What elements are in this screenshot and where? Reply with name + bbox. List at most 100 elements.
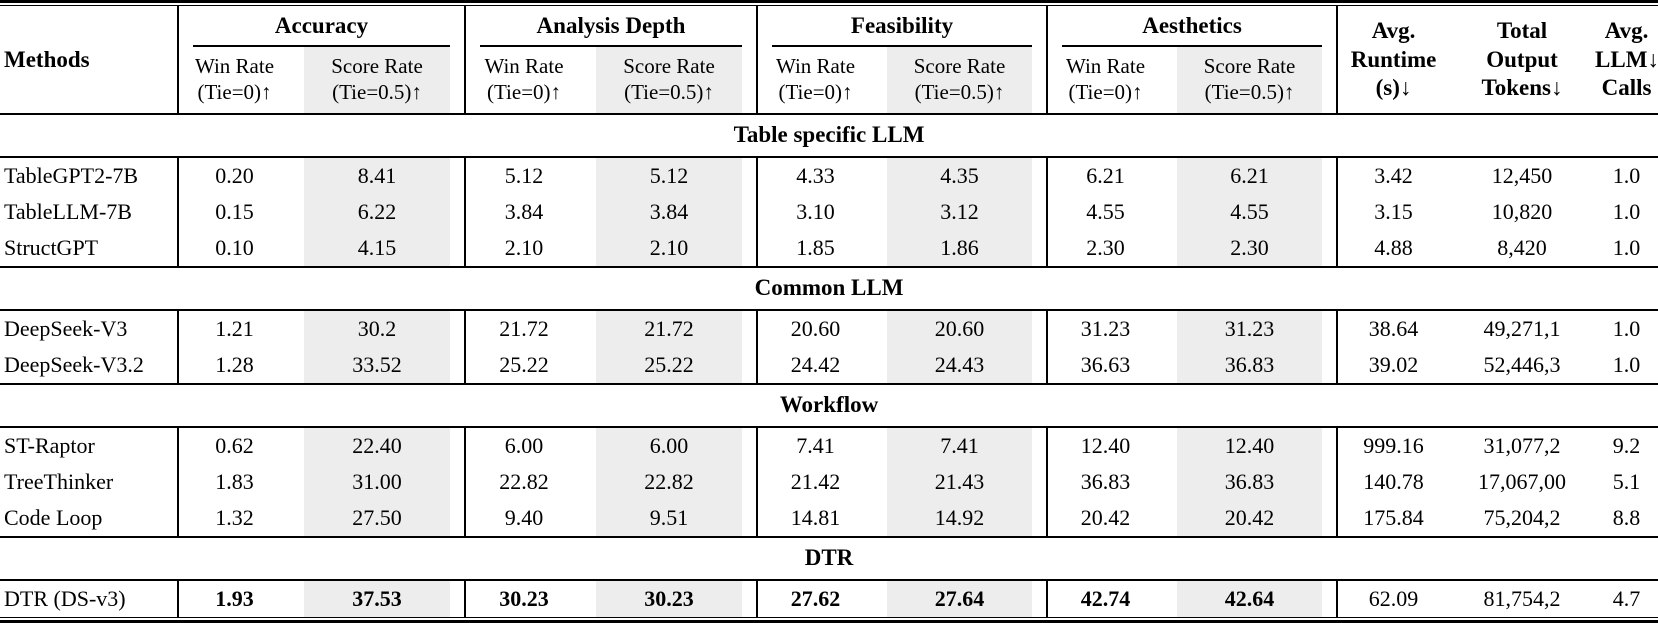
value-cell: 8,420 — [1497, 235, 1547, 261]
value-cell: 3.84 — [464, 194, 582, 231]
value-cell: 3.10 — [756, 194, 873, 231]
value-cell: 1.86 — [873, 230, 1048, 268]
value-cell: 4.55 — [1163, 194, 1338, 231]
value-cell: 36.83 — [1163, 347, 1338, 385]
value-cell: 2.10 — [582, 230, 757, 268]
header-total-output-tokens: Total Output Tokens↓ — [1449, 6, 1596, 116]
section-title: Table specific LLM — [0, 113, 1658, 159]
value-cell: 0.62 — [177, 427, 290, 465]
value-cell: 2.10 — [464, 230, 582, 268]
value-cell: 3.15 — [1336, 194, 1450, 231]
value-cell: 8.41 — [290, 157, 465, 195]
value-cell: 9.40 — [464, 500, 582, 538]
value-cell: 1.85 — [756, 230, 873, 268]
section-title: Common LLM — [0, 266, 1658, 312]
value-cell: 1.0 — [1612, 352, 1641, 378]
value-cell: 4.55 — [1046, 194, 1164, 231]
value-cell: 0.15 — [177, 194, 290, 231]
section-title: DTR — [0, 536, 1658, 582]
table-row: Code Loop 1.32 27.50 9.40 9.51 14.81 14.92 20.4… — [0, 500, 1658, 538]
value-cell: 27.50 — [290, 500, 465, 538]
value-cell: 12.40 — [1163, 427, 1338, 465]
value-cell: 2.30 — [1163, 230, 1338, 268]
method-name: StructGPT — [4, 235, 99, 261]
value-cell: 5.12 — [582, 157, 757, 195]
value-cell: 22.82 — [464, 464, 582, 501]
subheader-feasibility-win: Win Rate (Tie=0)↑ — [756, 47, 873, 116]
value-cell: 31.23 — [1046, 310, 1164, 348]
value-cell: 6.00 — [582, 427, 757, 465]
value-cell: 6.21 — [1163, 157, 1338, 195]
subheader-feasibility-score: Score Rate (Tie=0.5)↑ — [873, 47, 1048, 116]
value-cell: 31.23 — [1163, 310, 1338, 348]
value-cell: 4.7 — [1612, 586, 1641, 612]
value-cell: 6.22 — [290, 194, 465, 231]
subheader-aesthetics-score: Score Rate (Tie=0.5)↑ — [1163, 47, 1338, 116]
value-cell: 30.2 — [290, 310, 465, 348]
method-name: TableLLM-7B — [4, 199, 132, 225]
value-cell: 175.84 — [1336, 500, 1450, 538]
header-avg-llm-calls: Avg. LLM↓ Calls — [1595, 6, 1658, 116]
subheader-analysis-win: Win Rate (Tie=0)↑ — [464, 47, 582, 116]
value-cell: 36.63 — [1046, 347, 1164, 385]
value-cell: 25.22 — [582, 347, 757, 385]
value-cell: 3.42 — [1336, 157, 1450, 195]
value-cell: 1.21 — [177, 310, 290, 348]
top-rule-thick — [0, 0, 1658, 3]
value-cell: 1.32 — [177, 500, 290, 538]
value-cell: 2.30 — [1046, 230, 1164, 268]
value-cell: 25.22 — [464, 347, 582, 385]
value-cell: 30.23 — [582, 580, 757, 618]
group-header-analysis-depth: Analysis Depth — [464, 6, 757, 47]
value-cell: 1.0 — [1612, 316, 1641, 342]
value-cell: 20.42 — [1046, 500, 1164, 538]
value-cell: 1.0 — [1612, 199, 1641, 225]
value-cell: 42.64 — [1163, 580, 1338, 618]
value-cell: 1.0 — [1612, 163, 1641, 189]
value-cell: 17,067,00 — [1478, 469, 1567, 495]
value-cell: 36.83 — [1163, 464, 1338, 501]
table-row: TableLLM-7B 0.15 6.22 3.84 3.84 3.10 3.12 4.55 4… — [0, 194, 1658, 231]
value-cell: 3.12 — [873, 194, 1048, 231]
value-cell: 30.23 — [464, 580, 582, 618]
section-title: Workflow — [0, 383, 1658, 429]
value-cell: 1.83 — [177, 464, 290, 501]
top-rule-thin — [0, 5, 1658, 6]
method-name: DeepSeek-V3 — [4, 316, 128, 342]
table-header: Methods Accuracy Analysis Depth Feasibil… — [0, 6, 1658, 116]
value-cell: 52,446,3 — [1483, 352, 1561, 378]
subheader-accuracy-win: Win Rate (Tie=0)↑ — [177, 47, 290, 116]
value-cell: 27.64 — [873, 580, 1048, 618]
table-row: TreeThinker 1.83 31.00 22.82 22.82 21.42 21.43… — [0, 464, 1658, 501]
value-cell: 6.00 — [464, 427, 582, 465]
table-row: DeepSeek-V3.2 1.28 33.52 25.22 25.22 24.42 24.… — [0, 347, 1658, 385]
table-row: DTR (DS-v3) 1.93 37.53 30.23 30.23 27.62 27.64… — [0, 580, 1658, 618]
group-header-accuracy: Accuracy — [177, 6, 465, 47]
value-cell: 9.51 — [582, 500, 757, 538]
value-cell: 21.72 — [464, 310, 582, 348]
section-row: Common LLM — [0, 266, 1658, 312]
group-header-row: Methods Accuracy Analysis Depth Feasibil… — [0, 6, 1658, 116]
table-row: DeepSeek-V3 1.21 30.2 21.72 21.72 20.60 20.60 3… — [0, 310, 1658, 348]
value-cell: 1.0 — [1612, 235, 1641, 261]
section-row: Workflow — [0, 383, 1658, 429]
methods-header: Methods — [0, 6, 178, 116]
header-avg-runtime: Avg. Runtime (s)↓ — [1336, 6, 1450, 116]
value-cell: 42.74 — [1046, 580, 1164, 618]
value-cell: 33.52 — [290, 347, 465, 385]
value-cell: 6.21 — [1046, 157, 1164, 195]
method-name: Code Loop — [4, 505, 103, 531]
value-cell: 14.81 — [756, 500, 873, 538]
value-cell: 140.78 — [1336, 464, 1450, 501]
method-name: DTR (DS-v3) — [4, 586, 126, 612]
method-name: DeepSeek-V3.2 — [4, 352, 144, 378]
value-cell: 8.8 — [1612, 505, 1641, 531]
subheader-accuracy-score: Score Rate (Tie=0.5)↑ — [290, 47, 465, 116]
value-cell: 20.42 — [1163, 500, 1338, 538]
value-cell: 39.02 — [1336, 347, 1450, 385]
section-row: DTR — [0, 536, 1658, 582]
value-cell: 24.43 — [873, 347, 1048, 385]
value-cell: 31,077,2 — [1483, 433, 1561, 459]
value-cell: 9.2 — [1612, 433, 1641, 459]
